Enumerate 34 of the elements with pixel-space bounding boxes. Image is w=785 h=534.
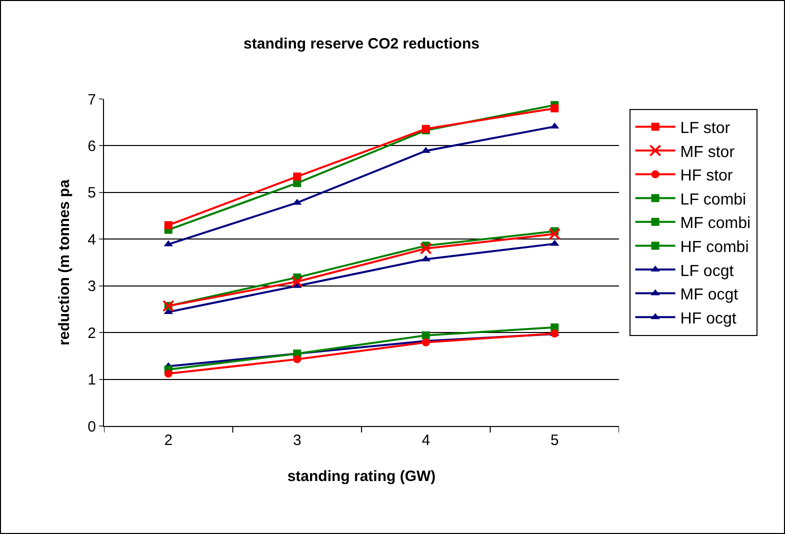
x-tick-label: 4 — [422, 432, 430, 449]
y-tick-label: 0 — [88, 418, 96, 436]
legend-label: LF stor — [680, 120, 731, 137]
legend-label: HF stor — [680, 168, 734, 185]
legend-label: LF ocgt — [680, 262, 734, 280]
legend-label: LF combi — [680, 191, 746, 208]
x-axis-title: standing rating (GW) — [287, 468, 436, 485]
legend-label: MF combi — [680, 215, 751, 232]
y-tick-label: 4 — [88, 231, 96, 248]
y-axis-title: reduction (m tonnes pa — [56, 178, 73, 346]
y-tick-label: 3 — [88, 278, 96, 296]
point — [420, 242, 432, 254]
point — [164, 221, 172, 230]
y-tick-label: 5 — [88, 184, 96, 202]
x-tick-label: 5 — [550, 432, 559, 449]
legend-label: HF ocgt — [680, 310, 737, 328]
y-tick-label: 7 — [88, 91, 96, 108]
point — [422, 331, 430, 340]
point — [422, 338, 430, 346]
legend-label: MF stor — [680, 144, 736, 161]
point — [550, 104, 559, 112]
legend-label: HF combi — [680, 238, 749, 256]
legend-label: MF ocgt — [680, 286, 739, 304]
point — [164, 370, 172, 378]
y-tick-label: 6 — [88, 138, 96, 155]
x-tick-label: 3 — [292, 432, 302, 449]
y-tick-label: 2 — [88, 324, 96, 342]
chart-title: standing reserve CO2 reductions — [244, 36, 480, 53]
point — [548, 228, 561, 240]
point — [293, 172, 302, 181]
point — [293, 355, 302, 364]
point — [291, 276, 304, 288]
y-tick-label: 1 — [88, 372, 96, 389]
x-tick-label: 2 — [164, 432, 173, 449]
